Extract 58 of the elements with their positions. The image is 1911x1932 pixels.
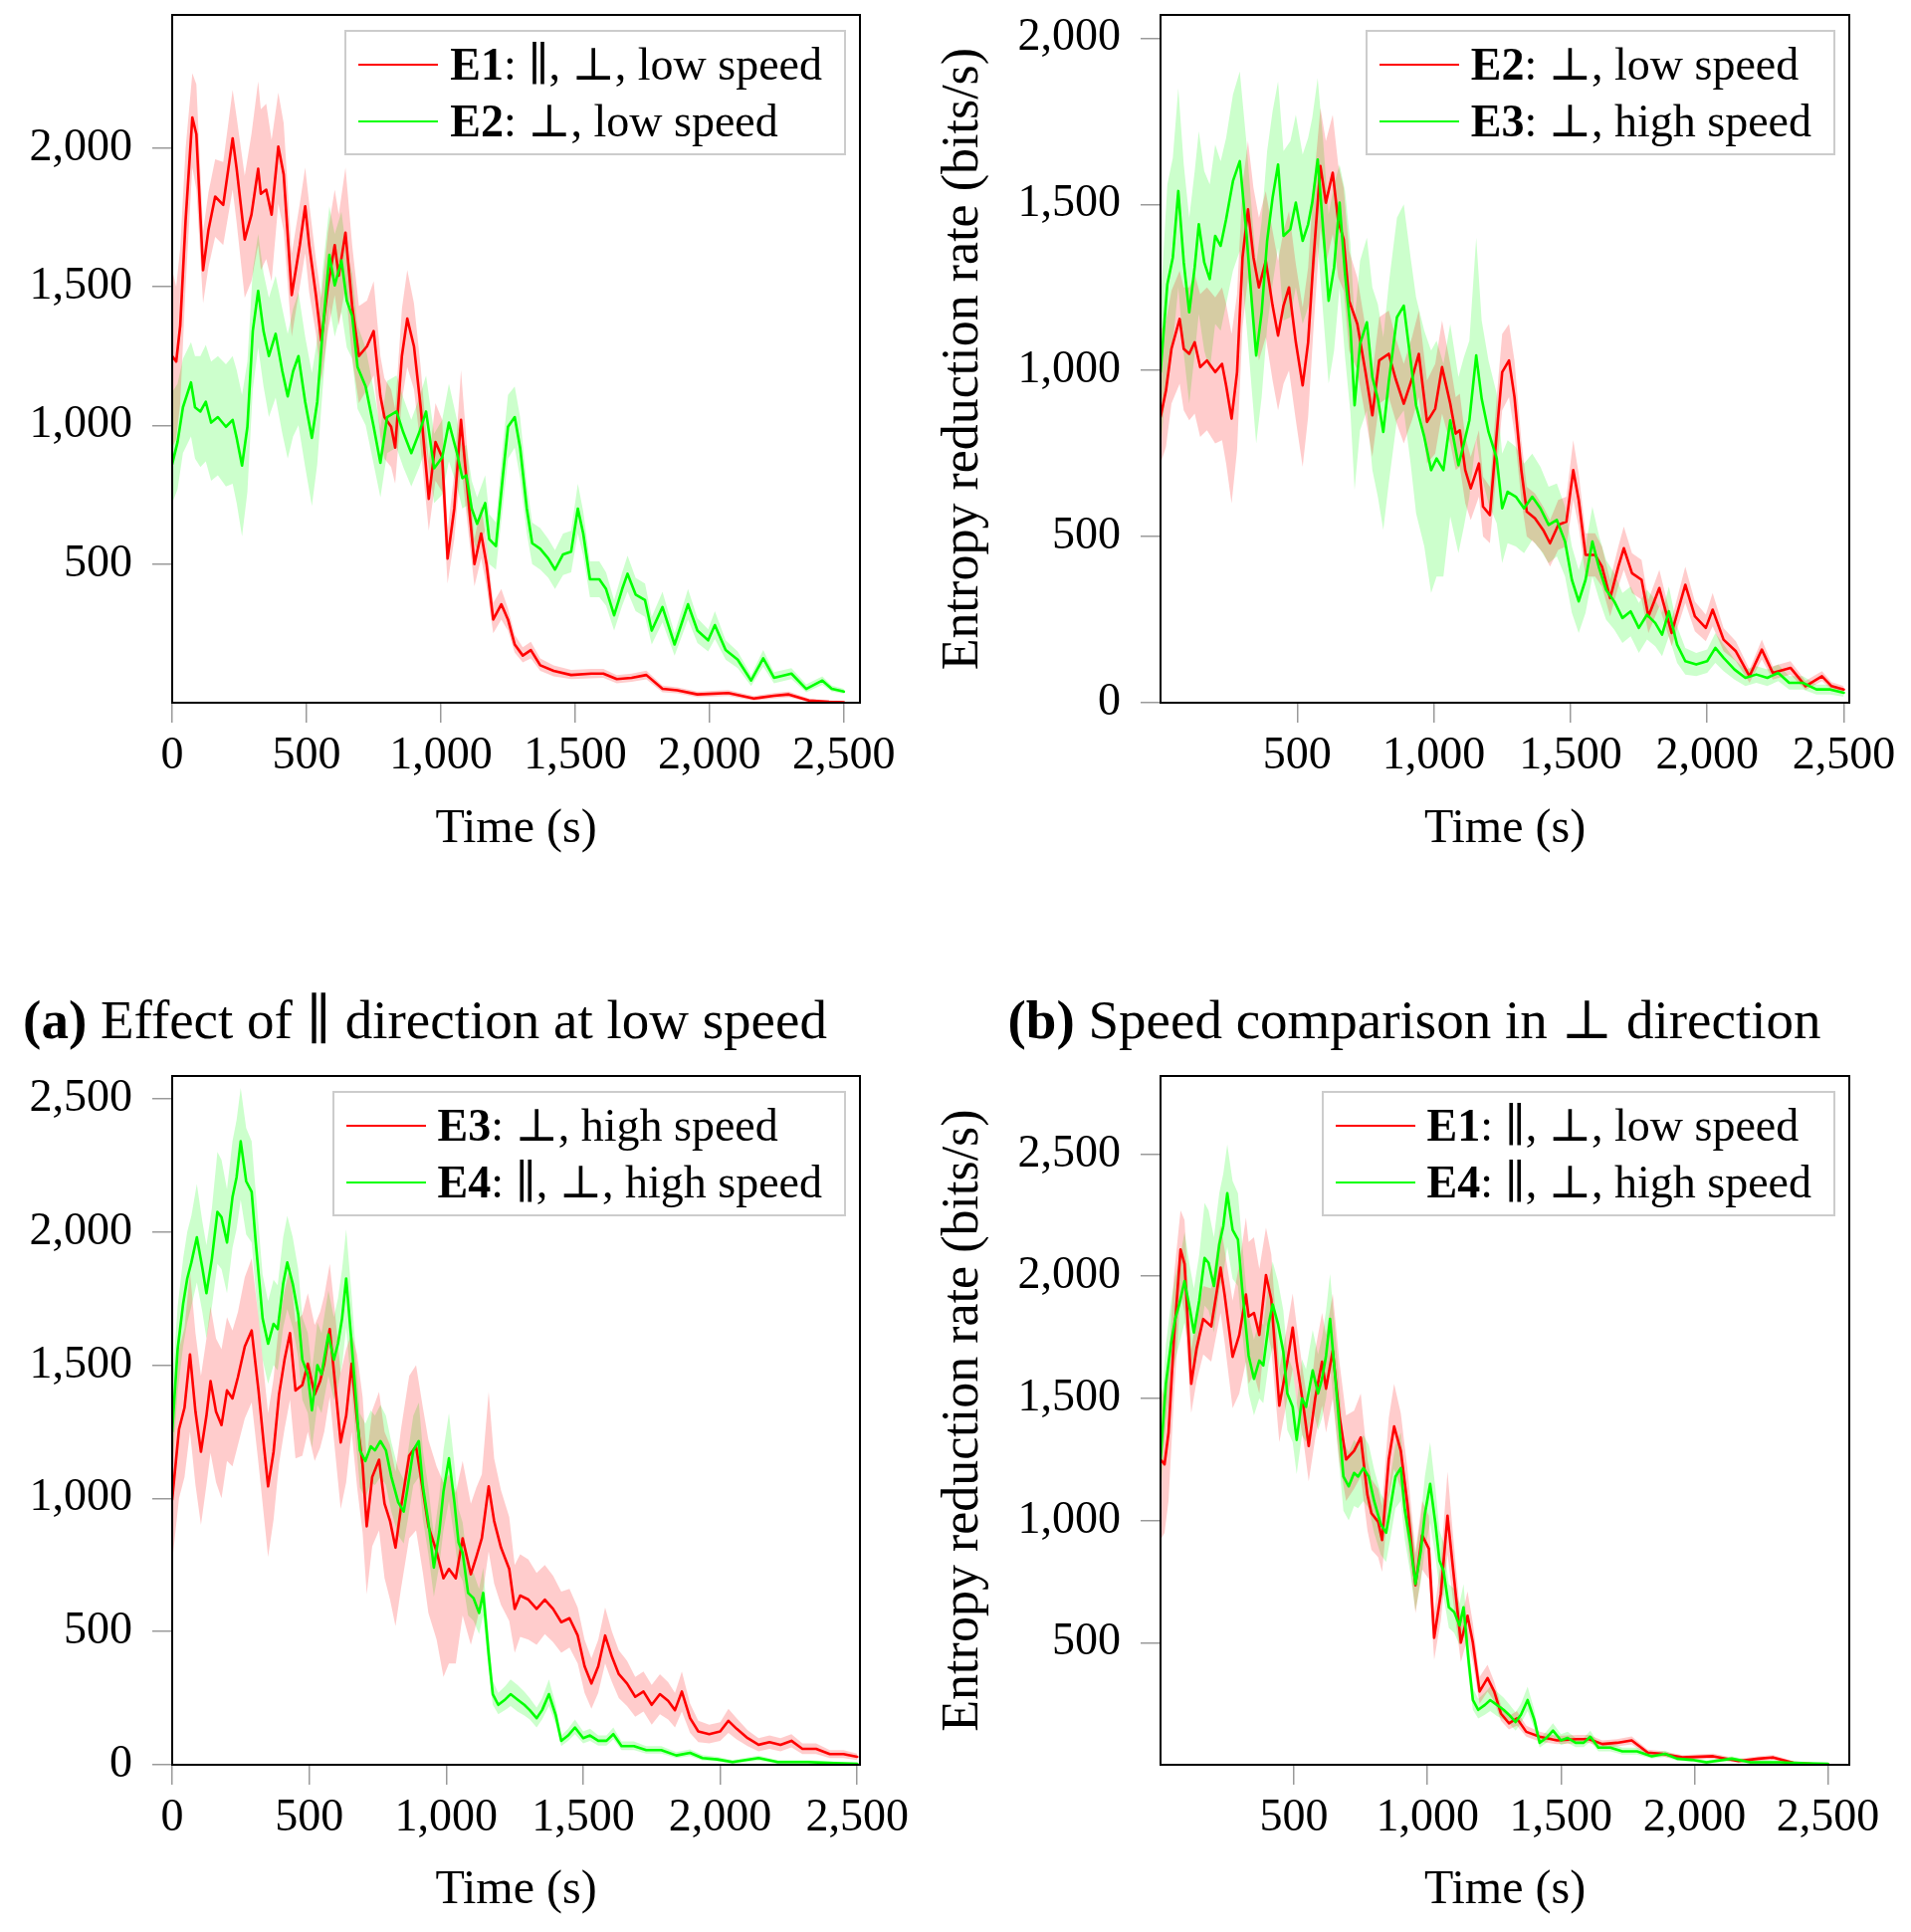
y-tick-label: 1,500 [29, 258, 132, 310]
y-tick-label: 1,500 [29, 1336, 132, 1388]
y-axis-title: Entropy reduction rate (bits/s) [931, 1109, 989, 1732]
legend-label: E4: ∥, ⊥, high speed [437, 1156, 822, 1209]
x-tick-label: 2,000 [1642, 1789, 1747, 1840]
legend-label: E2: ⊥, low speed [450, 95, 778, 148]
legend-label: E1: ∥, ⊥, low speed [450, 38, 822, 92]
x-tick-label: 0 [160, 1789, 184, 1840]
y-tick-label: 1,000 [1017, 341, 1121, 393]
y-tick-label: 2,500 [29, 1069, 132, 1121]
x-tick-label: 0 [160, 727, 184, 778]
y-tick-label: 1,500 [1017, 1369, 1121, 1420]
x-tick-label: 1,500 [1509, 1789, 1613, 1840]
y-tick-label: 2,000 [29, 1202, 132, 1254]
x-axis-title: Time (s) [435, 798, 597, 853]
x-tick-label: 2,500 [1792, 727, 1896, 778]
x-tick-label: 2,500 [792, 727, 896, 778]
x-tick-label: 2,000 [658, 727, 761, 778]
y-tick-label: 0 [1098, 674, 1121, 726]
x-tick-label: 1,000 [389, 727, 493, 778]
y-tick-label: 500 [64, 535, 132, 586]
legend-label: E3: ⊥, high speed [437, 1099, 778, 1153]
text: (a) Effect of ∥ direction at low speed [23, 988, 827, 1052]
x-axis-title: Time (s) [1423, 798, 1587, 853]
y-tick-label: 2,500 [1017, 1125, 1121, 1177]
x-tick-label: 500 [1262, 727, 1332, 778]
x-tick-label: 1,000 [394, 1789, 499, 1840]
x-tick-label: 1,000 [1376, 1789, 1479, 1840]
y-tick-label: 1,000 [29, 396, 132, 448]
x-tick-label: 500 [275, 1789, 344, 1840]
y-tick-label: 500 [64, 1603, 132, 1654]
legend-label: E4: ∥, ⊥, high speed [1426, 1156, 1811, 1209]
y-tick-label: 0 [109, 1736, 132, 1788]
y-tick-label: 500 [1052, 508, 1121, 559]
x-tick-label: 2,500 [805, 1789, 909, 1840]
x-tick-label: 1,000 [1381, 727, 1486, 778]
x-axis-title: Time (s) [435, 1859, 597, 1914]
y-tick-label: 1,000 [29, 1469, 132, 1521]
legend-label: E2: ⊥, low speed [1470, 38, 1800, 92]
y-axis-title: Entropy reduction rate (bits/s) [931, 47, 989, 671]
x-tick-label: 500 [1259, 1789, 1329, 1840]
x-tick-label: 1,500 [1519, 727, 1622, 778]
x-tick-label: 2,000 [668, 1789, 772, 1840]
x-tick-label: 2,000 [1655, 727, 1759, 778]
y-tick-label: 1,500 [1017, 175, 1121, 227]
x-axis-title: Time (s) [1423, 1859, 1587, 1914]
x-tick-label: 2,500 [1776, 1789, 1880, 1840]
x-tick-label: 1,500 [524, 727, 627, 778]
legend-label: E3: ⊥, high speed [1470, 95, 1811, 148]
x-tick-label: 500 [272, 727, 341, 778]
legend-label: E1: ∥, ⊥, low speed [1426, 1099, 1800, 1153]
text: (b) Speed comparison in ⊥ direction [1007, 988, 1821, 1052]
y-tick-label: 1,000 [1017, 1491, 1121, 1543]
y-tick-label: 2,000 [1017, 9, 1121, 61]
y-tick-label: 500 [1052, 1613, 1121, 1665]
y-tick-label: 2,000 [29, 118, 132, 170]
y-tick-label: 2,000 [1017, 1247, 1121, 1299]
x-tick-label: 1,500 [531, 1789, 635, 1840]
